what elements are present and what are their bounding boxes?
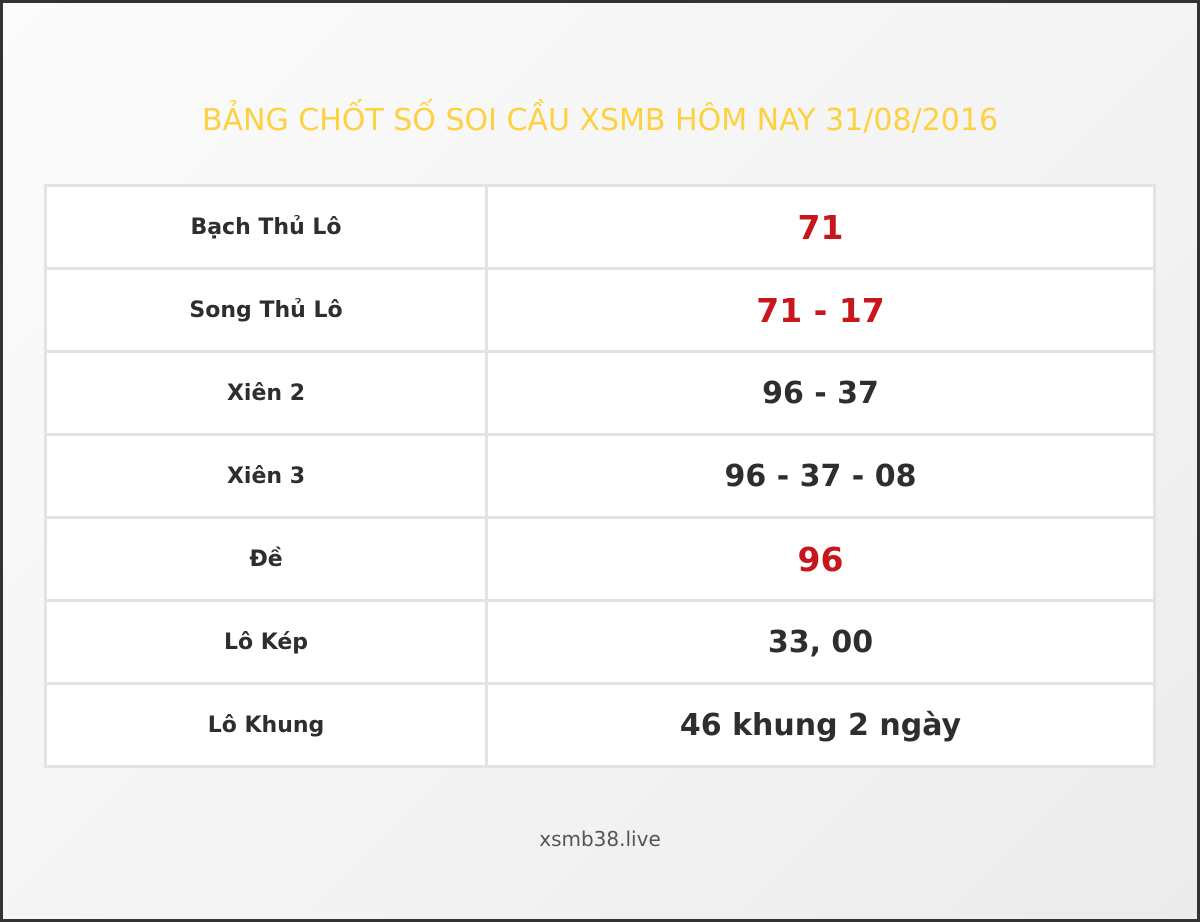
row-value: 46 khung 2 ngày bbox=[485, 682, 1156, 768]
row-value: 71 - 17 bbox=[485, 267, 1156, 353]
table-row: Lô Khung 46 khung 2 ngày bbox=[44, 682, 1156, 768]
row-label: Xiên 3 bbox=[44, 433, 488, 519]
row-label: Xiên 2 bbox=[44, 350, 488, 436]
row-label: Lô Kép bbox=[44, 599, 488, 685]
row-value: 96 bbox=[485, 516, 1156, 602]
table-row: Bạch Thủ Lô 71 bbox=[44, 184, 1156, 270]
row-value: 71 bbox=[485, 184, 1156, 270]
table-row: Xiên 2 96 - 37 bbox=[44, 350, 1156, 436]
table-row: Đề 96 bbox=[44, 516, 1156, 602]
row-value: 96 - 37 bbox=[485, 350, 1156, 436]
table-row: Song Thủ Lô 71 - 17 bbox=[44, 267, 1156, 353]
row-value: 96 - 37 - 08 bbox=[485, 433, 1156, 519]
row-value: 33, 00 bbox=[485, 599, 1156, 685]
prediction-table: Bạch Thủ Lô 71 Song Thủ Lô 71 - 17 Xiên 2 96 … bbox=[44, 184, 1156, 768]
site-footer: xsmb38.live bbox=[539, 827, 661, 851]
row-label: Lô Khung bbox=[44, 682, 488, 768]
page-title: BẢNG CHỐT SỐ SOI CẦU XSMB HÔM NAY 31/08/… bbox=[201, 103, 999, 138]
row-label: Song Thủ Lô bbox=[44, 267, 488, 353]
row-label: Đề bbox=[44, 516, 488, 602]
table-row: Lô Kép 33, 00 bbox=[44, 599, 1156, 685]
table-row: Xiên 3 96 - 37 - 08 bbox=[44, 433, 1156, 519]
row-label: Bạch Thủ Lô bbox=[44, 184, 488, 270]
